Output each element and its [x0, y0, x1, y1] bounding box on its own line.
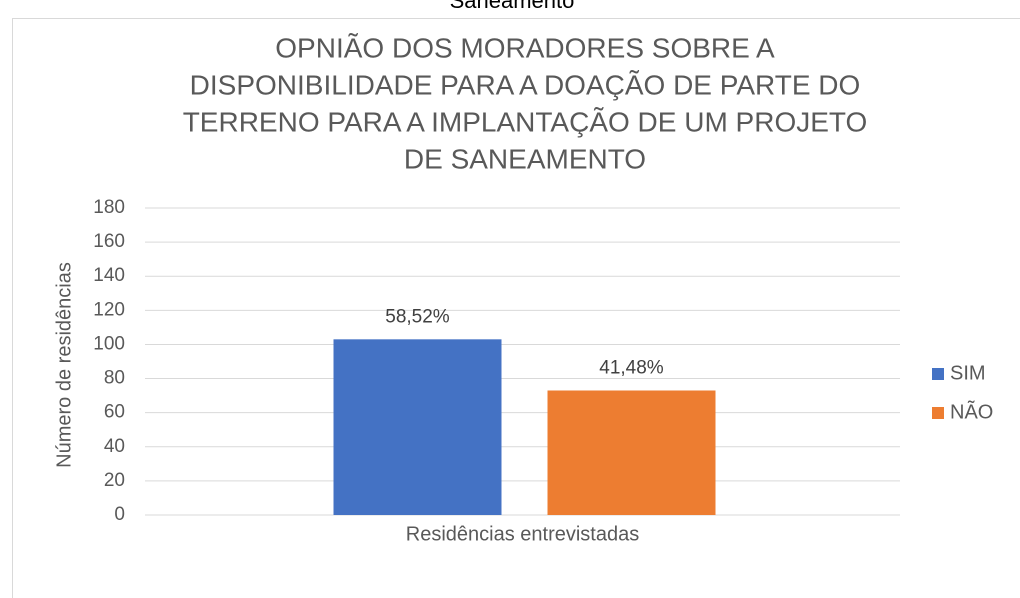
bar	[333, 339, 502, 515]
y-axis-label: Número de residências	[53, 262, 75, 468]
legend-swatch	[932, 407, 944, 419]
bar	[547, 390, 716, 515]
x-tick-label: Residências entrevistadas	[406, 523, 639, 545]
y-tick-label: 20	[104, 470, 125, 491]
legend-swatch	[932, 368, 944, 380]
y-tick-label: 140	[93, 265, 125, 286]
chart-title: TERRENO PARA A IMPLANTAÇÃO DE UM PROJETO	[183, 106, 868, 137]
data-label: 41,48%	[599, 358, 664, 379]
y-tick-label: 160	[93, 231, 125, 252]
chart-title: DE SANEAMENTO	[404, 143, 646, 174]
legend-label: SIM	[950, 362, 986, 384]
chart-frame	[12, 18, 1020, 598]
y-tick-label: 120	[93, 299, 125, 320]
y-tick-label: 80	[104, 368, 125, 389]
y-tick-label: 40	[104, 436, 125, 457]
y-tick-label: 180	[93, 197, 125, 218]
data-label: 58,52%	[385, 306, 450, 327]
caption: Saneamento	[450, 0, 575, 13]
chart-title: DISPONIBILIDADE PARA A DOAÇÃO DE PARTE D…	[190, 69, 861, 100]
y-tick-label: 100	[93, 333, 125, 354]
legend-label: NÃO	[950, 399, 993, 423]
chart-title: OPNIÃO DOS MORADORES SOBRE A	[275, 32, 775, 63]
y-tick-label: 0	[114, 504, 125, 525]
y-tick-label: 60	[104, 402, 125, 423]
